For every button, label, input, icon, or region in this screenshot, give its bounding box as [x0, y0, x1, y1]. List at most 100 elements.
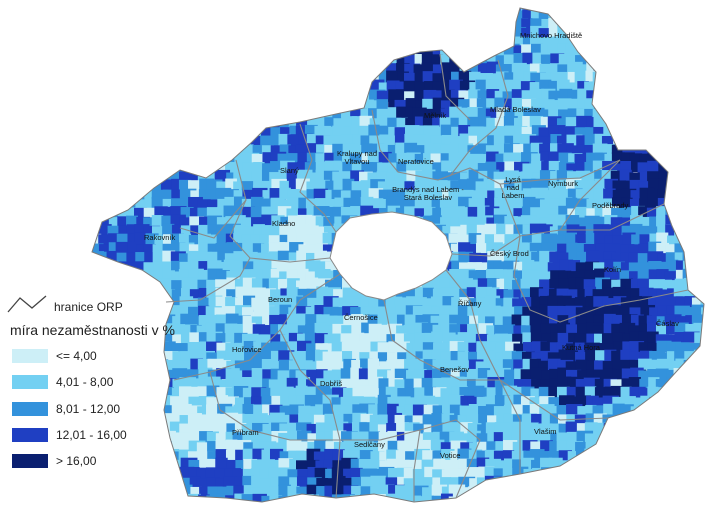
municipality-cell	[117, 108, 130, 120]
municipality-cell	[667, 82, 685, 96]
municipality-cell	[352, 36, 365, 53]
municipality-cell	[152, 504, 167, 511]
municipality-cell	[702, 342, 704, 358]
municipality-cell	[270, 98, 288, 112]
municipality-cell	[559, 88, 573, 101]
municipality-cell	[334, 197, 349, 209]
municipality-cell	[262, 415, 277, 427]
municipality-cell	[115, 18, 128, 31]
municipality-cell	[286, 287, 299, 299]
municipality-cell	[305, 234, 318, 252]
municipality-cell	[647, 487, 664, 502]
orp-boundaries	[165, 53, 689, 502]
municipality-cell	[629, 63, 643, 80]
municipality-cell	[170, 484, 184, 497]
municipality-cell	[610, 62, 624, 75]
municipality-cell	[206, 133, 219, 149]
municipality-cell	[702, 468, 704, 484]
municipality-cell	[188, 61, 203, 76]
municipality-cell	[217, 89, 233, 102]
municipality-cell	[351, 45, 365, 61]
municipality-cell	[604, 37, 621, 49]
municipality-cell	[296, 35, 313, 52]
municipality-cell	[360, 296, 373, 314]
municipality-cell	[441, 448, 455, 461]
municipality-cell	[234, 116, 247, 133]
municipality-cell	[108, 142, 121, 159]
municipality-cell	[566, 98, 578, 116]
municipality-cell	[296, 232, 310, 244]
municipality-cell	[269, 459, 285, 472]
municipality-cell	[342, 8, 354, 18]
municipality-cell	[133, 46, 148, 61]
municipality-cell	[405, 8, 420, 14]
municipality-cell	[684, 487, 697, 500]
municipality-cell	[603, 423, 617, 436]
municipality-cell	[684, 440, 698, 453]
municipality-cell	[423, 25, 436, 42]
municipality-cell	[404, 314, 422, 326]
municipality-cell	[505, 206, 522, 218]
municipality-cell	[459, 44, 474, 60]
municipality-cell	[250, 196, 264, 209]
municipality-cell	[620, 386, 632, 400]
municipality-cell	[604, 18, 616, 33]
municipality-cell	[314, 439, 327, 454]
municipality-cell	[601, 333, 614, 345]
municipality-cell	[584, 433, 597, 446]
municipality-cell	[332, 8, 345, 16]
municipality-cell	[288, 179, 301, 197]
municipality-cell	[199, 135, 213, 149]
municipality-cell	[604, 259, 616, 277]
municipality-cell	[630, 45, 643, 59]
municipality-cell	[649, 477, 662, 489]
municipality-cell	[395, 8, 407, 15]
municipality-cell	[92, 170, 107, 184]
municipality-cell	[574, 153, 587, 166]
municipality-cell	[693, 179, 704, 194]
municipality-cell	[550, 332, 563, 349]
municipality-cell	[205, 144, 222, 160]
municipality-cell	[440, 26, 454, 41]
municipality-cell	[503, 180, 519, 193]
municipality-cell	[135, 424, 149, 436]
municipality-cell	[639, 153, 657, 166]
municipality-cell	[701, 54, 704, 70]
municipality-cell	[216, 181, 234, 193]
municipality-cell	[135, 118, 147, 133]
municipality-cell	[674, 468, 686, 483]
municipality-cell	[430, 439, 445, 451]
municipality-cell	[468, 135, 482, 148]
municipality-cell	[423, 8, 440, 11]
municipality-cell	[666, 53, 683, 67]
municipality-cell	[504, 475, 521, 493]
municipality-cell	[647, 136, 662, 148]
municipality-cell	[394, 333, 407, 346]
municipality-cell	[557, 43, 572, 56]
municipality-cell	[629, 331, 642, 349]
municipality-cell	[116, 252, 128, 269]
municipality-cell	[368, 431, 380, 444]
municipality-cell	[325, 478, 337, 492]
municipality-cell	[494, 97, 510, 109]
municipality-cell	[385, 493, 400, 502]
municipality-cell	[117, 144, 131, 161]
municipality-cell	[269, 404, 283, 417]
legend-swatch	[12, 453, 48, 468]
municipality-cell	[241, 117, 254, 129]
municipality-cell	[170, 115, 185, 130]
municipality-cell	[288, 61, 302, 74]
municipality-cell	[188, 88, 206, 104]
municipality-cell	[467, 45, 481, 59]
municipality-cell	[674, 495, 690, 502]
municipality-cell	[674, 135, 689, 148]
municipality-cell	[611, 109, 629, 126]
municipality-cell	[315, 35, 328, 49]
municipality-cell	[107, 117, 122, 134]
municipality-cell	[674, 162, 688, 175]
municipality-cell	[92, 62, 106, 79]
municipality-cell	[98, 278, 111, 290]
municipality-cell	[179, 415, 192, 428]
municipality-cell	[691, 270, 704, 282]
